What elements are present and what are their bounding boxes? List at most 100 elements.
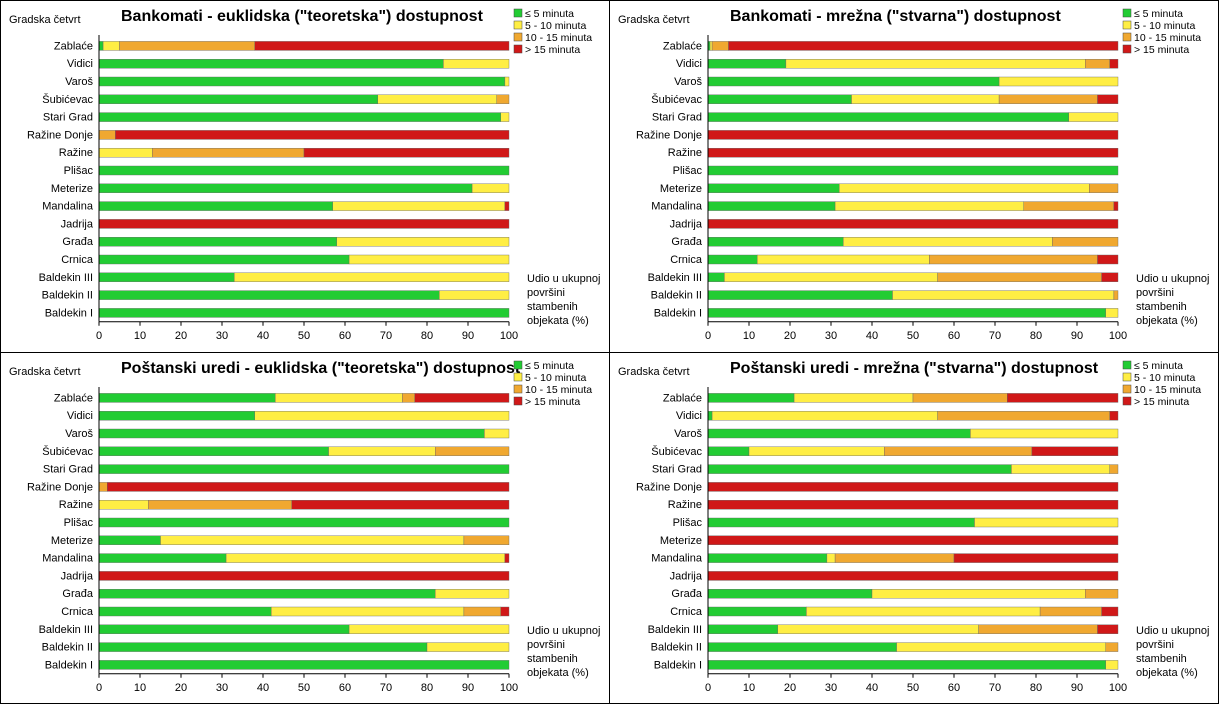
x-tick-label: 70 — [380, 682, 392, 694]
category-label: Varoš — [674, 76, 702, 88]
bar-segment-12-2 — [843, 236, 1053, 247]
category-label: Šubićevac — [42, 93, 93, 106]
x-tick-label: 50 — [907, 682, 919, 694]
x-tick-label: 100 — [1109, 682, 1127, 694]
bar-segment-8-1 — [707, 517, 975, 528]
bar-segment-13-3 — [1039, 606, 1102, 617]
x-tick-label: 0 — [96, 330, 102, 342]
bar-segment-3-1 — [98, 76, 506, 87]
category-label: Zablaće — [663, 392, 702, 404]
bar-segment-3-1 — [98, 428, 485, 439]
x-tick-label: 50 — [298, 330, 310, 342]
bar-segment-16-1 — [707, 308, 1106, 318]
bar-segment-2-1 — [707, 411, 713, 421]
category-label: Plišac — [673, 165, 703, 177]
category-label: Varoš — [65, 428, 93, 440]
bar-segment-4-2 — [377, 94, 497, 105]
x-axis-title-line: Udio u ukupnoj — [1136, 273, 1209, 285]
bar-segment-1-2 — [709, 41, 713, 51]
category-label: Baldekin III — [39, 272, 93, 284]
bar-segment-14-2 — [348, 624, 510, 634]
legend-swatch-2 — [513, 372, 523, 382]
bar-segment-1-3 — [711, 41, 729, 51]
legend-swatch-1 — [1122, 360, 1132, 370]
bar-segment-1-4 — [254, 41, 510, 51]
bar-segment-4-3 — [496, 94, 510, 105]
bar-segment-12-1 — [707, 588, 873, 599]
bar-segment-4-2 — [328, 446, 436, 457]
legend-label-4: > 15 minuta — [525, 44, 580, 56]
category-label: Jadrija — [61, 570, 94, 582]
bar-segment-5-3 — [1109, 464, 1119, 474]
category-label: Baldekin I — [654, 659, 702, 671]
bar-segment-12-2 — [871, 588, 1086, 599]
x-tick-label: 80 — [1030, 330, 1042, 342]
bar-segment-2-2 — [711, 411, 938, 421]
bar-segment-14-1 — [98, 624, 350, 634]
bar-segment-15-2 — [896, 642, 1106, 652]
legend-swatch-2 — [1122, 20, 1132, 30]
bar-segment-14-1 — [707, 272, 725, 282]
bar-segment-16-1 — [707, 660, 1106, 670]
bar-segment-13-2 — [806, 606, 1041, 617]
category-label: Mandalina — [651, 553, 703, 565]
bar-segment-4-1 — [707, 94, 852, 105]
legend-label-2: 5 - 10 minuta — [1134, 372, 1195, 384]
x-tick-label: 80 — [421, 682, 433, 694]
bar-segment-12-1 — [98, 588, 436, 599]
bar-segment-12-2 — [435, 588, 510, 599]
bar-segment-13-4 — [1097, 254, 1119, 265]
bar-segment-10-4 — [1113, 201, 1119, 211]
legend-swatch-1 — [513, 360, 523, 370]
x-tick-label: 60 — [948, 682, 960, 694]
category-label: Vidici — [67, 58, 93, 70]
bar-segment-5-2 — [1011, 464, 1110, 474]
bar-segment-1-1 — [98, 41, 104, 51]
x-axis-title-line: površini — [527, 287, 565, 299]
category-label: Plišac — [64, 165, 94, 177]
category-label: Stari Grad — [43, 464, 93, 476]
bar-segment-1-3 — [402, 393, 415, 403]
bar-segment-9-3 — [1089, 183, 1119, 194]
bar-segment-8-2 — [974, 517, 1119, 528]
x-tick-label: 90 — [1071, 682, 1083, 694]
category-label: Baldekin I — [45, 659, 93, 671]
legend-label-3: 10 - 15 minuta — [1134, 32, 1201, 44]
legend-swatch-3 — [513, 32, 523, 42]
x-tick-label: 40 — [866, 682, 878, 694]
x-axis-title-line: stambenih — [1136, 301, 1187, 313]
bar-segment-12-3 — [1085, 588, 1119, 599]
x-tick-label: 80 — [421, 330, 433, 342]
bar-segment-4-1 — [707, 446, 750, 457]
bar-segment-1-3 — [119, 41, 256, 51]
category-label: Meterize — [660, 535, 702, 547]
x-tick-label: 0 — [705, 330, 711, 342]
x-tick-label: 20 — [175, 330, 187, 342]
x-tick-label: 100 — [500, 330, 518, 342]
bar-segment-2-3 — [1085, 59, 1111, 69]
category-label: Građa — [671, 588, 702, 600]
category-label: Crnica — [670, 254, 703, 266]
bar-segment-1-4 — [414, 393, 510, 403]
category-label: Jadrija — [61, 218, 94, 230]
bar-segment-1-4 — [1007, 393, 1119, 403]
bar-segment-2-1 — [98, 59, 444, 69]
category-label: Meterize — [660, 183, 702, 195]
bar-segment-12-2 — [336, 236, 510, 247]
bar-segment-9-2 — [471, 183, 510, 194]
legend-swatch-4 — [1122, 44, 1132, 54]
bar-segment-2-4 — [1109, 59, 1119, 69]
x-axis-title-line: površini — [527, 639, 565, 651]
chart-panel-3: Gradska četvrt Poštanski uredi - euklidsk… — [0, 352, 610, 704]
bar-segment-3-2 — [504, 76, 510, 87]
bar-segment-7-4 — [291, 499, 510, 510]
category-label: Ražine Donje — [636, 129, 702, 141]
legend-label-2: 5 - 10 minuta — [1134, 20, 1195, 32]
x-axis-title-line: objekata (%) — [1136, 667, 1198, 679]
chart-panel-1: Gradska četvrt Bankomati - euklidska ("te… — [0, 0, 610, 353]
category-label: Stari Grad — [652, 464, 702, 476]
bar-segment-12-1 — [707, 236, 844, 247]
legend-label-4: > 15 minuta — [1134, 44, 1189, 56]
category-label: Crnica — [61, 606, 94, 618]
x-axis-title-line: Udio u ukupnoj — [527, 273, 600, 285]
